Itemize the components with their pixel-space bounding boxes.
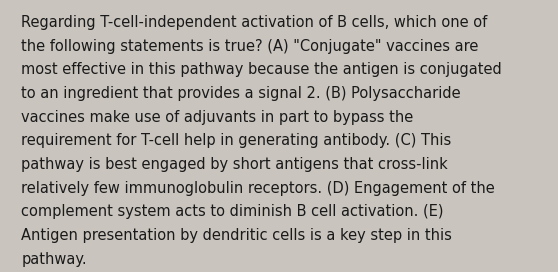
Text: to an ingredient that provides a signal 2. (B) Polysaccharide: to an ingredient that provides a signal … [21, 86, 461, 101]
Text: pathway is best engaged by short antigens that cross-link: pathway is best engaged by short antigen… [21, 157, 448, 172]
Text: complement system acts to diminish B cell activation. (E): complement system acts to diminish B cel… [21, 204, 444, 219]
Text: requirement for T-cell help in generating antibody. (C) This: requirement for T-cell help in generatin… [21, 133, 451, 148]
Text: the following statements is true? (A) "Conjugate" vaccines are: the following statements is true? (A) "C… [21, 39, 479, 54]
Text: relatively few immunoglobulin receptors. (D) Engagement of the: relatively few immunoglobulin receptors.… [21, 181, 495, 196]
Text: most effective in this pathway because the antigen is conjugated: most effective in this pathway because t… [21, 62, 502, 77]
Text: Regarding T-cell-independent activation of B cells, which one of: Regarding T-cell-independent activation … [21, 15, 488, 30]
Text: vaccines make use of adjuvants in part to bypass the: vaccines make use of adjuvants in part t… [21, 110, 413, 125]
Text: Antigen presentation by dendritic cells is a key step in this: Antigen presentation by dendritic cells … [21, 228, 452, 243]
Text: pathway.: pathway. [21, 252, 87, 267]
